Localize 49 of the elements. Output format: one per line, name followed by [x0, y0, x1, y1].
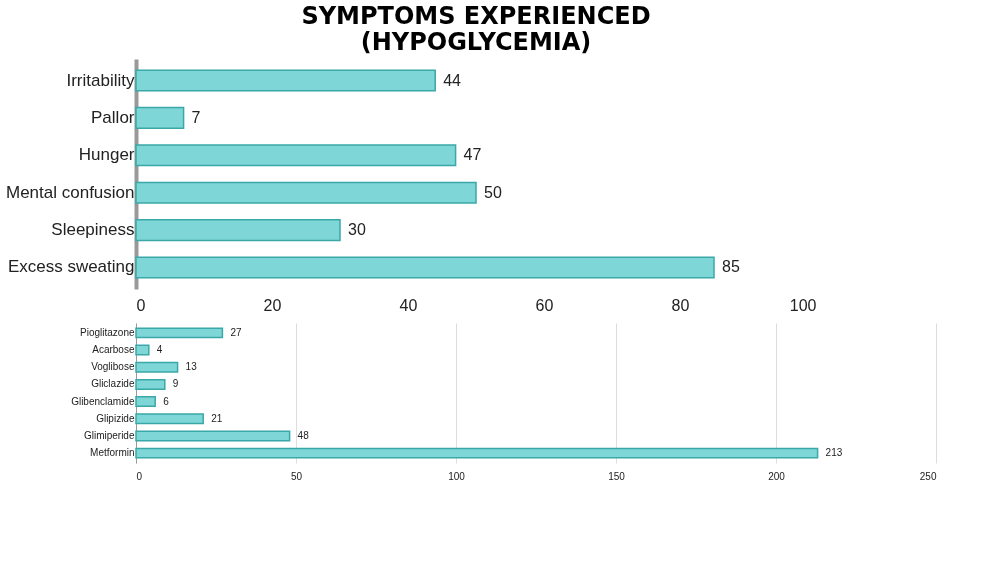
data-label: 4	[156, 344, 163, 356]
data-label: 9	[172, 378, 179, 390]
data-label: 27	[230, 326, 242, 338]
x-tick-label: 0	[136, 470, 143, 482]
y-tick-label: Gliclazide	[91, 378, 135, 390]
x-tick-label: 20	[263, 296, 282, 314]
x-tick-label: 80	[671, 296, 690, 314]
bar	[135, 396, 156, 408]
x-tick-label: 250	[919, 470, 937, 482]
x-tick-label: 150	[608, 470, 626, 482]
y-tick-label: Hunger	[78, 145, 135, 165]
data-label: 44	[443, 71, 462, 89]
bar	[135, 430, 291, 442]
x-tick-label: 60	[535, 296, 554, 314]
bar	[135, 344, 150, 356]
data-label: 7	[191, 108, 201, 126]
y-tick-label: Voglibose	[91, 361, 135, 373]
y-tick-label: Pallor	[91, 107, 135, 127]
y-tick-label: Irritability	[66, 70, 135, 90]
x-tick-label: 50	[290, 470, 303, 482]
data-label: 50	[484, 183, 502, 201]
bar	[135, 361, 179, 373]
data-label: 85	[722, 258, 740, 276]
bar	[135, 447, 819, 459]
y-tick-label: Glipizide	[96, 412, 135, 424]
y-tick-label: Acarbose	[92, 344, 135, 356]
data-label: 213	[825, 447, 843, 459]
y-tick-label: Metformin	[90, 447, 135, 459]
x-tick-label: 0	[136, 296, 146, 314]
data-label: 48	[297, 429, 310, 441]
x-tick-label: 100	[448, 470, 466, 482]
bar	[135, 413, 204, 425]
y-tick-label: Excess sweating	[7, 257, 135, 277]
x-tick-label: 200	[768, 470, 786, 482]
data-label: 47	[463, 146, 482, 164]
data-label: 6	[163, 395, 170, 407]
y-tick-label: Glimiperide	[83, 429, 135, 441]
x-tick-label: 100	[789, 296, 817, 314]
y-tick-label: Mental confusion	[5, 182, 135, 202]
y-tick-label: Pioglitazone	[80, 326, 135, 338]
chart-title: SYMPTOMS EXPERIENCED (HYPOGLYCEMIA)	[301, 2, 651, 56]
bar	[135, 378, 166, 390]
data-label: 30	[348, 221, 366, 239]
bar	[135, 327, 224, 339]
data-label: 21	[211, 412, 223, 424]
x-tick-label: 40	[399, 296, 418, 314]
y-tick-label: Sleepiness	[51, 220, 135, 240]
data-label: 13	[185, 361, 198, 373]
y-tick-label: Glibenclamide	[71, 395, 135, 407]
